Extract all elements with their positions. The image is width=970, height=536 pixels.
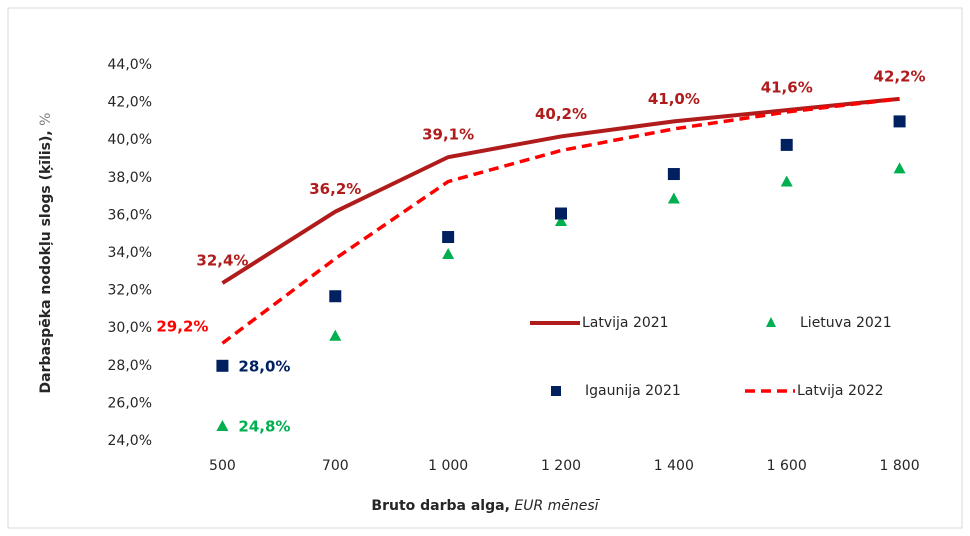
- legend-swatch: [766, 317, 776, 327]
- y-axis-title-main: Darbaspēka nodokļu slogs (ķīlis),: [38, 130, 54, 393]
- data-label: 41,6%: [761, 79, 813, 97]
- y-axis-title-unit: %: [38, 113, 54, 126]
- triangle-marker: [667, 192, 680, 204]
- data-label: 40,2%: [535, 105, 587, 123]
- x-tick-label: 1 400: [654, 458, 694, 474]
- y-tick-label: 28,0%: [108, 358, 152, 374]
- x-tick-label: 1 600: [767, 458, 807, 474]
- legend-label: Latvija 2022: [797, 383, 884, 399]
- triangle-marker: [780, 175, 793, 187]
- x-tick-label: 1 200: [541, 458, 581, 474]
- legend-label: Latvija 2021: [582, 315, 669, 331]
- legend-swatch: [551, 386, 561, 396]
- square-marker: [780, 138, 793, 151]
- triangle-marker: [329, 329, 342, 341]
- square-marker: [216, 359, 229, 372]
- y-tick-label: 32,0%: [108, 283, 152, 299]
- data-label: 41,0%: [648, 90, 700, 108]
- data-label: 42,2%: [874, 67, 926, 85]
- chart-border: [7, 7, 963, 529]
- y-tick-label: 40,0%: [108, 132, 152, 148]
- x-tick-label: 1 000: [428, 458, 468, 474]
- y-tick-label: 24,0%: [108, 433, 152, 449]
- y-axis-title: Darbaspēka nodokļu slogs (ķīlis), %: [38, 113, 54, 394]
- y-tick-label: 44,0%: [108, 57, 152, 73]
- y-tick-label: 26,0%: [108, 395, 152, 411]
- x-tick-label: 1 800: [880, 458, 920, 474]
- data-label: 36,2%: [309, 180, 361, 198]
- y-tick-label: 36,0%: [108, 207, 152, 223]
- data-label: 39,1%: [422, 126, 474, 144]
- x-tick-label: 500: [209, 458, 236, 474]
- square-marker: [329, 290, 342, 303]
- legend-label: Igaunija 2021: [585, 383, 681, 399]
- legend-label: Lietuva 2021: [800, 315, 892, 331]
- y-tick-label: 38,0%: [108, 170, 152, 186]
- series-line: [221, 96, 900, 285]
- data-label: 28,0%: [238, 357, 290, 375]
- y-tick-label: 30,0%: [108, 320, 152, 336]
- triangle-marker: [555, 215, 567, 227]
- y-tick-label: 34,0%: [108, 245, 152, 261]
- square-marker: [442, 231, 455, 244]
- data-label: 24,8%: [238, 417, 290, 435]
- x-axis-title-unit: EUR mēnesī: [514, 498, 600, 514]
- square-marker: [893, 115, 906, 128]
- triangle-marker: [216, 419, 229, 431]
- triangle-marker: [442, 247, 455, 259]
- data-label: 32,4%: [196, 252, 248, 270]
- square-marker: [555, 207, 567, 220]
- x-tick-label: 700: [322, 458, 349, 474]
- x-axis-title: Bruto darba alga, EUR mēnesī: [371, 498, 600, 514]
- x-axis-title-main: Bruto darba alga,: [371, 498, 509, 514]
- square-marker: [667, 168, 680, 181]
- triangle-marker: [893, 162, 906, 174]
- data-label: 29,2%: [156, 318, 208, 336]
- y-tick-label: 42,0%: [108, 95, 152, 111]
